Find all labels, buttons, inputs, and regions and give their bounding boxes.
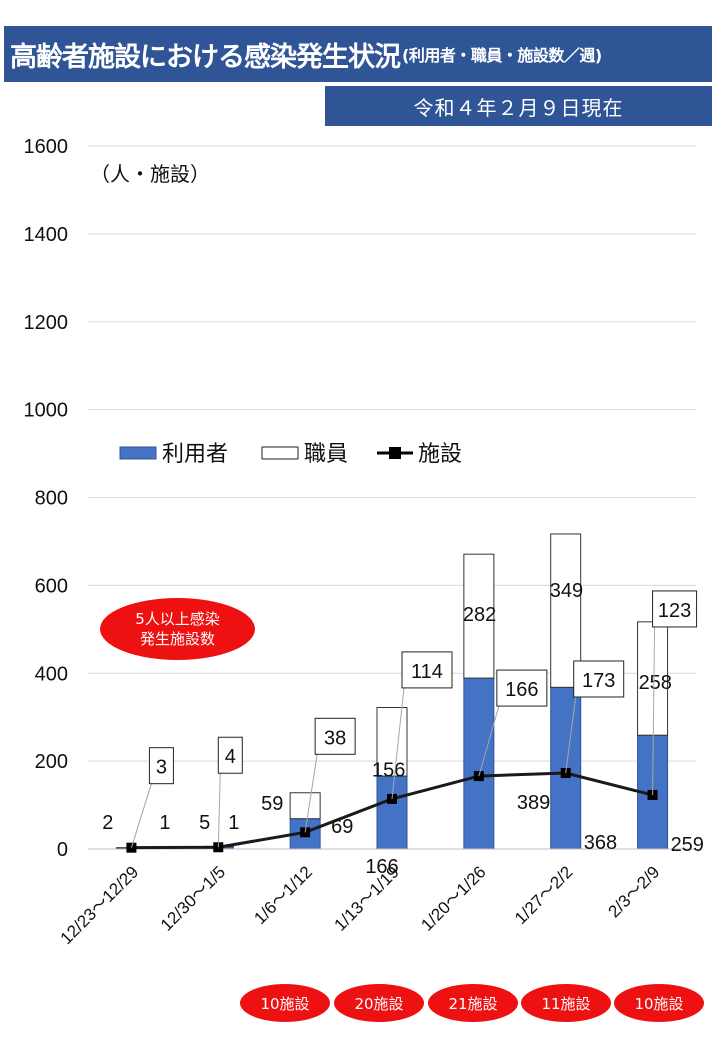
data-label-users: 5 [199,812,210,834]
data-label-box-facilities [573,660,625,698]
data-label-staff: 1 [159,812,170,834]
data-label-staff: 349 [550,580,583,602]
data-label-staff: 258 [639,672,672,694]
facility-count-row: 10施設 20施設 21施設 11施設 10施設 [0,984,716,1024]
leader-line [391,687,405,799]
y-tick-label: 0 [57,839,68,861]
data-label-users: 2 [102,812,113,834]
leader-line [652,626,656,795]
data-label-users: 389 [517,792,550,814]
legend-swatch-users [119,446,157,460]
data-label-staff: 156 [372,760,405,782]
leader-line [565,696,577,774]
data-label-box-facilities [652,590,698,628]
bar-staff [289,792,321,820]
data-label-staff: 1 [228,812,239,834]
facility-count-badge: 10施設 [614,984,704,1022]
data-label-staff: 282 [463,604,496,626]
bar-users [376,775,408,850]
y-tick-label: 1400 [24,224,69,246]
y-tick-label: 800 [35,488,68,510]
legend-label-users: 利用者 [162,441,228,466]
callout-line-2: 発生施設数 [139,630,215,648]
y-tick-label: 1200 [24,312,69,334]
leader-line [478,705,500,777]
page-title: 高齢者施設における感染発生状況 [10,41,401,73]
date-label: 令和４年２月９日現在 [413,95,624,120]
unit-label: （人・施設） [90,163,210,186]
data-label-box-facilities [217,736,243,774]
legend-label-staff: 職員 [304,441,348,466]
data-label-facilities: 38 [324,727,346,749]
title-bar: 高齢者施設における感染発生状況 (利用者・職員・施設数／週) [4,26,712,82]
callout-line-1: 5人以上感染 [135,610,220,628]
leader-line [130,783,152,848]
x-tick-label: 1/6～1/12 [250,862,316,928]
facility-count-badge: 21施設 [428,984,518,1022]
legend-swatch-staff [261,446,299,460]
facility-count-callout: 5人以上感染 発生施設数 [100,598,255,660]
data-label-facilities: 123 [658,600,691,622]
data-label-users: 166 [365,856,398,878]
data-label-box-facilities [496,669,548,707]
y-tick-label: 200 [35,751,68,773]
x-tick-label: 1/27～2/2 [511,862,577,928]
data-label-box-facilities [148,747,174,785]
data-label-facilities: 3 [156,757,167,779]
y-tick-label: 1000 [24,400,69,422]
bar-staff [463,553,495,679]
leader-line [217,773,221,848]
data-label-users: 368 [584,832,617,854]
date-banner: 令和４年２月９日現在 [325,86,712,126]
y-tick-label: 400 [35,663,68,685]
page-subtitle: (利用者・職員・施設数／週) [402,46,602,65]
bar-users [463,677,495,850]
y-tick-label: 600 [35,575,68,597]
data-label-box-facilities [401,651,453,689]
data-label-facilities: 4 [225,746,236,768]
x-tick-label: 12/23～12/29 [57,862,143,948]
facility-count-badge: 10施設 [240,984,330,1022]
data-label-facilities: 173 [582,670,615,692]
data-label-facilities: 114 [411,661,443,683]
y-tick-label: 1600 [24,136,69,158]
x-tick-label: 12/30～1/5 [157,862,229,934]
x-tick-label: 2/3～2/9 [605,862,664,921]
x-tick-label: 1/20～1/26 [417,862,489,934]
data-label-users: 259 [671,834,704,856]
facility-count-badge: 20施設 [334,984,424,1022]
legend-marker-facilities [389,447,401,459]
legend-label-facilities: 施設 [418,441,462,466]
facility-count-badge: 11施設 [521,984,611,1022]
data-label-staff: 59 [261,793,283,815]
bar-staff [376,707,408,777]
data-label-facilities: 166 [505,679,538,701]
data-label-users: 69 [331,816,353,838]
leader-line [304,754,318,833]
data-label-box-facilities [314,717,356,755]
